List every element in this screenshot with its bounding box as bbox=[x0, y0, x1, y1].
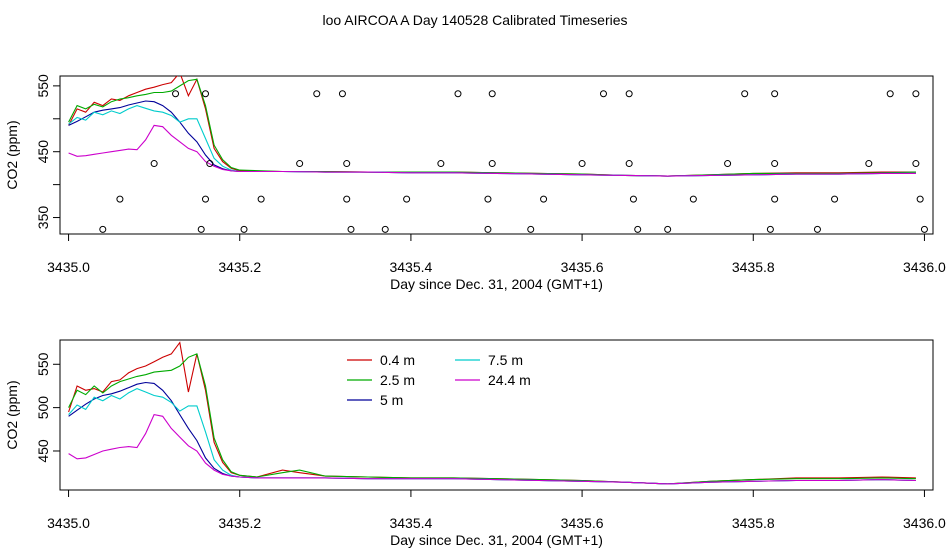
data-point bbox=[629, 195, 637, 203]
series-line-5-m bbox=[68, 100, 916, 177]
data-point bbox=[347, 225, 355, 233]
y-tick-label: 350 bbox=[35, 206, 51, 230]
plot-area bbox=[68, 341, 916, 485]
data-point bbox=[197, 225, 205, 233]
legend: 0.4 m 2.5 m 5 m 7.5 m 24.4 m bbox=[347, 352, 531, 408]
x-tick-label: 3436.0 bbox=[903, 259, 946, 275]
data-point bbox=[865, 160, 873, 168]
y-axis-label: CO2 (ppm) bbox=[4, 380, 20, 449]
data-point bbox=[488, 160, 496, 168]
x-tick-label: 3435.2 bbox=[218, 259, 261, 275]
data-point bbox=[150, 160, 158, 168]
plot-frame bbox=[59, 75, 934, 235]
data-point bbox=[484, 225, 492, 233]
series-line-24-4-m bbox=[68, 413, 916, 485]
data-point bbox=[920, 225, 928, 233]
data-point bbox=[578, 160, 586, 168]
x-tick-label: 3435.6 bbox=[561, 259, 604, 275]
data-point bbox=[343, 195, 351, 203]
x-tick-label: 3435.6 bbox=[561, 515, 604, 531]
legend-entry: 2.5 m bbox=[380, 372, 415, 388]
data-point bbox=[206, 160, 214, 168]
plot-area bbox=[68, 76, 928, 233]
data-point bbox=[257, 195, 265, 203]
data-point bbox=[172, 90, 180, 98]
data-point bbox=[912, 160, 920, 168]
x-tick-label: 3435.0 bbox=[47, 259, 90, 275]
data-point bbox=[488, 90, 496, 98]
x-axis-label: Day since Dec. 31, 2004 (GMT+1) bbox=[390, 276, 603, 292]
data-point bbox=[724, 160, 732, 168]
series-line-24-4-m bbox=[68, 124, 916, 177]
data-point bbox=[599, 90, 607, 98]
legend-entry: 5 m bbox=[380, 392, 403, 408]
data-point bbox=[771, 195, 779, 203]
data-point bbox=[202, 195, 209, 203]
data-point bbox=[625, 90, 633, 98]
data-point bbox=[771, 160, 779, 168]
data-point bbox=[916, 195, 924, 203]
data-point bbox=[338, 90, 346, 98]
data-point bbox=[403, 195, 411, 203]
data-point bbox=[527, 225, 535, 233]
legend-entry: 0.4 m bbox=[380, 352, 415, 368]
data-point bbox=[240, 225, 248, 233]
x-tick-label: 3436.0 bbox=[903, 515, 946, 531]
x-tick-label: 3435.8 bbox=[732, 259, 775, 275]
series-line-7-5-m bbox=[68, 387, 916, 485]
data-point bbox=[381, 225, 389, 233]
y-tick-label: 450 bbox=[35, 439, 51, 463]
legend-entry: 7.5 m bbox=[488, 352, 523, 368]
data-point bbox=[296, 160, 304, 168]
data-point bbox=[912, 90, 920, 98]
data-point bbox=[454, 90, 462, 98]
data-point bbox=[484, 195, 492, 203]
data-point bbox=[886, 90, 894, 98]
x-tick-label: 3435.4 bbox=[389, 259, 432, 275]
data-point bbox=[689, 195, 697, 203]
y-tick-label: 550 bbox=[35, 74, 51, 98]
data-point bbox=[634, 225, 642, 233]
y-tick-label: 550 bbox=[35, 352, 51, 376]
plot-frame bbox=[59, 339, 934, 491]
x-tick-label: 3435.2 bbox=[218, 515, 261, 531]
data-point bbox=[202, 90, 209, 98]
data-point bbox=[437, 160, 445, 168]
data-point bbox=[99, 225, 107, 233]
x-tick-label: 3435.4 bbox=[389, 515, 432, 531]
data-point bbox=[831, 195, 839, 203]
x-tick-label: 3435.8 bbox=[732, 515, 775, 531]
series-line-2-5-m bbox=[68, 78, 916, 177]
data-point bbox=[116, 195, 124, 203]
y-axis-label: CO2 (ppm) bbox=[4, 120, 20, 189]
data-point bbox=[540, 195, 548, 203]
data-point bbox=[343, 160, 351, 168]
data-point bbox=[664, 225, 672, 233]
data-point bbox=[313, 90, 321, 98]
bottom-panel: 3435.0 3435.2 3435.4 3435.6 3435.8 3436.0 450 5… bbox=[4, 339, 946, 548]
page-title: loo AIRCOA A Day 140528 Calibrated Times… bbox=[322, 12, 627, 28]
data-point bbox=[771, 90, 779, 98]
series-line-5-m bbox=[68, 381, 916, 485]
x-tick-label: 3435.0 bbox=[47, 515, 90, 531]
legend-entry: 24.4 m bbox=[488, 372, 531, 388]
data-point bbox=[766, 225, 774, 233]
data-point bbox=[741, 90, 749, 98]
y-tick-label: 450 bbox=[35, 140, 51, 164]
data-point bbox=[625, 160, 633, 168]
data-point bbox=[813, 225, 821, 233]
y-tick-label: 500 bbox=[35, 396, 51, 420]
top-panel: 3435.0 3435.2 3435.4 3435.6 3435.8 3436.0 350 4… bbox=[4, 74, 946, 292]
x-axis-label: Day since Dec. 31, 2004 (GMT+1) bbox=[390, 532, 603, 548]
